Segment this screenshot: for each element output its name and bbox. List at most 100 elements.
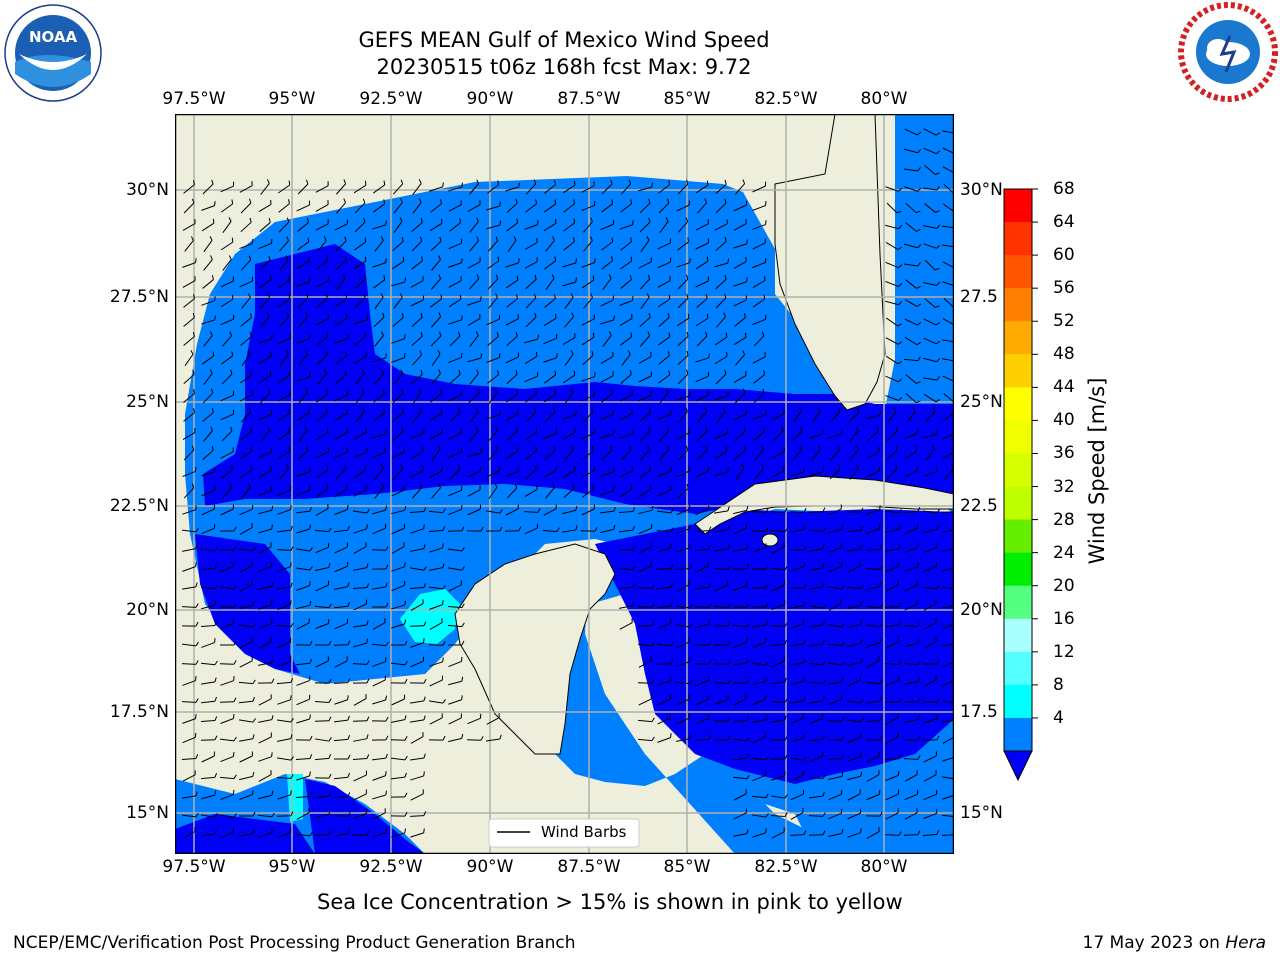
wind-barb: [847, 752, 862, 762]
wind-barb: [505, 467, 520, 477]
wind-barb: [752, 352, 766, 364]
wind-barb: [770, 639, 787, 647]
wind-barb: [827, 717, 845, 722]
wind-barb: [220, 294, 234, 308]
wind-barb: [524, 334, 540, 344]
lat-label-right: 25°N: [960, 392, 1003, 412]
wind-barb: [448, 200, 462, 212]
wind-barb: [410, 446, 424, 460]
wind-barb: [316, 332, 329, 346]
wind-barb: [751, 602, 769, 608]
wind-barb: [581, 390, 596, 402]
wind-barb: [751, 793, 769, 799]
wind-barb: [203, 426, 213, 442]
colorbar-tick-label: 44: [1053, 377, 1075, 398]
wind-barb: [827, 641, 845, 647]
wind-barb: [431, 369, 441, 385]
wind-barb: [277, 637, 292, 649]
wind-barb: [182, 562, 197, 572]
wind-barb: [658, 180, 671, 194]
wind-barb: [431, 445, 441, 461]
wind-barb: [372, 657, 387, 667]
wind-barb: [239, 790, 254, 800]
wind-barb: [828, 789, 843, 801]
wind-barb: [923, 808, 938, 819]
wind-barb: [733, 829, 749, 837]
wind-barb: [638, 656, 652, 668]
wind-barb: [753, 331, 765, 347]
wind-barb: [373, 199, 386, 213]
wind-barb: [354, 465, 367, 479]
wind-barb: [182, 544, 198, 552]
wind-barb: [390, 640, 408, 646]
wind-barb: [638, 257, 652, 269]
wind-barb: [448, 294, 462, 308]
wind-barb: [315, 181, 329, 193]
wind-barb: [258, 351, 272, 364]
wind-barb: [885, 544, 901, 552]
wind-barb: [506, 426, 518, 442]
wind-barb: [374, 369, 385, 385]
wind-barb: [676, 258, 691, 268]
wind-barb: [372, 695, 387, 705]
wind-barb: [771, 656, 785, 668]
wind-barb: [277, 827, 292, 839]
wind-barb: [770, 622, 788, 627]
wind-barb: [847, 601, 863, 609]
wind-barb: [238, 679, 256, 685]
wind-barb: [315, 504, 329, 516]
wind-barb: [335, 256, 347, 270]
wind-barb: [430, 389, 443, 403]
wind-barb: [220, 409, 235, 421]
wind-barb: [220, 813, 237, 818]
wind-barb: [829, 407, 841, 423]
wind-barb: [772, 426, 784, 442]
wind-barb: [770, 527, 788, 533]
wind-barb: [638, 505, 654, 515]
wind-barb: [790, 789, 805, 801]
wind-barb: [448, 656, 463, 668]
wind-barb: [373, 408, 386, 422]
colorbar: [1003, 188, 1038, 782]
wind-barb: [201, 485, 216, 497]
lon-label-top: 95°W: [268, 89, 316, 109]
wind-barb: [735, 464, 745, 481]
wind-barb: [752, 294, 766, 308]
wind-barb: [714, 580, 729, 592]
wind-barb: [296, 277, 311, 287]
wind-barb: [201, 315, 216, 325]
wind-barb: [600, 371, 614, 383]
wind-barb: [866, 751, 880, 763]
wind-barb: [600, 315, 615, 325]
wind-barb: [296, 334, 311, 344]
lat-label-right: 22.5: [960, 496, 998, 516]
wind-barb: [467, 200, 481, 212]
wind-barb: [315, 563, 331, 571]
wind-barb: [884, 697, 902, 703]
wind-barb: [429, 466, 443, 478]
wind-barb: [334, 542, 348, 554]
wind-barb: [372, 771, 387, 781]
wind-barb: [296, 467, 311, 477]
wind-barb: [848, 407, 860, 423]
wind-barb: [791, 426, 803, 442]
wind-barb: [372, 258, 387, 268]
wind-barb: [334, 656, 348, 668]
wind-barb: [525, 179, 537, 195]
wind-barb: [716, 407, 726, 423]
lon-label-top: 80°W: [860, 89, 908, 109]
wind-barb: [488, 426, 498, 442]
wind-barb: [751, 526, 769, 532]
wind-barb: [203, 331, 213, 347]
lat-label-left: 15°N: [126, 803, 169, 823]
wind-barb: [640, 236, 650, 252]
wind-barb: [695, 371, 710, 383]
wind-barb: [694, 735, 712, 742]
wind-barb: [238, 696, 255, 704]
wind-barb: [296, 581, 311, 591]
wind-barb: [201, 813, 218, 818]
wind-barb: [431, 274, 442, 290]
wind-barb: [182, 276, 196, 288]
wind-barb: [353, 428, 367, 440]
wind-barb: [885, 770, 900, 782]
